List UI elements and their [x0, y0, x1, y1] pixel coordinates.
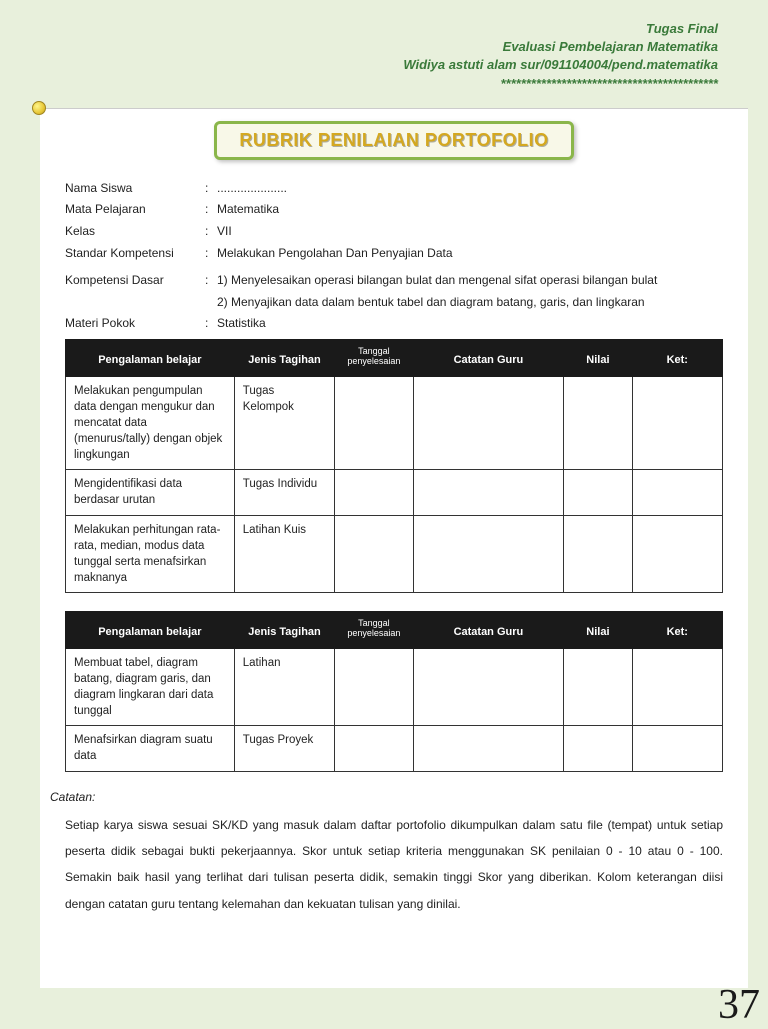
document-title: RUBRIK PENILAIAN PORTOFOLIO — [239, 130, 548, 150]
cell-jenis: Tugas Proyek — [234, 726, 334, 771]
th-pengalaman: Pengalaman belajar — [66, 611, 235, 648]
page-number: 37 — [718, 981, 760, 1029]
cell-jenis: Latihan — [234, 648, 334, 725]
field-label: Kelas — [65, 221, 205, 243]
notes-title: Catatan: — [50, 790, 723, 804]
field-value: Melakukan Pengolahan Dan Penyajian Data — [217, 243, 723, 265]
cell-exp: Melakukan perhitungan rata-rata, median,… — [66, 515, 235, 592]
field-value: ..................... — [217, 178, 723, 200]
field-label: Materi Pokok — [65, 313, 205, 335]
table-row: Melakukan perhitungan rata-rata, median,… — [66, 515, 723, 592]
th-catatan: Catatan Guru — [413, 611, 564, 648]
header-line: Evaluasi Pembelajaran Matematika — [0, 38, 718, 56]
header-line: Tugas Final — [0, 20, 718, 38]
document-header: Tugas Final Evaluasi Pembelajaran Matema… — [0, 0, 768, 103]
field-label: Standar Kompetensi — [65, 243, 205, 265]
kd-item: 1) Menyelesaikan operasi bilangan bulat … — [217, 270, 723, 292]
th-ket: Ket: — [632, 611, 722, 648]
field-label: Nama Siswa — [65, 178, 205, 200]
cell-exp: Membuat tabel, diagram batang, diagram g… — [66, 648, 235, 725]
th-pengalaman: Pengalaman belajar — [66, 339, 235, 376]
table-row: Membuat tabel, diagram batang, diagram g… — [66, 648, 723, 725]
cell-jenis: Tugas Individu — [234, 470, 334, 515]
th-nilai: Nilai — [564, 611, 632, 648]
rubric-table-2: Pengalaman belajar Jenis Tagihan Tanggal… — [65, 611, 723, 772]
info-fields: Nama Siswa : ..................... Mata … — [65, 178, 723, 335]
header-line: ****************************************… — [0, 75, 718, 93]
th-catatan: Catatan Guru — [413, 339, 564, 376]
title-banner: RUBRIK PENILAIAN PORTOFOLIO — [214, 121, 574, 160]
cell-exp: Melakukan pengumpulan data dengan menguk… — [66, 376, 235, 469]
cell-exp: Mengidentifikasi data berdasar urutan — [66, 470, 235, 515]
cell-jenis: Latihan Kuis — [234, 515, 334, 592]
field-label: Mata Pelajaran — [65, 199, 205, 221]
cell-exp: Menafsirkan diagram suatu data — [66, 726, 235, 771]
th-nilai: Nilai — [564, 339, 632, 376]
th-jenis: Jenis Tagihan — [234, 611, 334, 648]
rubric-table-1: Pengalaman belajar Jenis Tagihan Tanggal… — [65, 339, 723, 593]
th-ket: Ket: — [632, 339, 722, 376]
notes-body: Setiap karya siswa sesuai SK/KD yang mas… — [65, 812, 723, 918]
field-value: Statistika — [217, 313, 723, 335]
field-value: Matematika — [217, 199, 723, 221]
pushpin-icon — [32, 101, 50, 123]
field-value: VII — [217, 221, 723, 243]
header-line: Widiya astuti alam sur/091104004/pend.ma… — [0, 56, 718, 74]
cell-jenis: Tugas Kelompok — [234, 376, 334, 469]
paper-sheet: RUBRIK PENILAIAN PORTOFOLIO Nama Siswa :… — [40, 108, 748, 988]
table-row: Mengidentifikasi data berdasar urutan Tu… — [66, 470, 723, 515]
table-row: Menafsirkan diagram suatu data Tugas Pro… — [66, 726, 723, 771]
kd-item: 2) Menyajikan data dalam bentuk tabel da… — [217, 292, 723, 314]
field-label: Kompetensi Dasar — [65, 270, 205, 313]
th-jenis: Jenis Tagihan — [234, 339, 334, 376]
th-tanggal: Tanggal penyelesaian — [335, 611, 413, 648]
th-tanggal: Tanggal penyelesaian — [335, 339, 413, 376]
table-row: Melakukan pengumpulan data dengan menguk… — [66, 376, 723, 469]
